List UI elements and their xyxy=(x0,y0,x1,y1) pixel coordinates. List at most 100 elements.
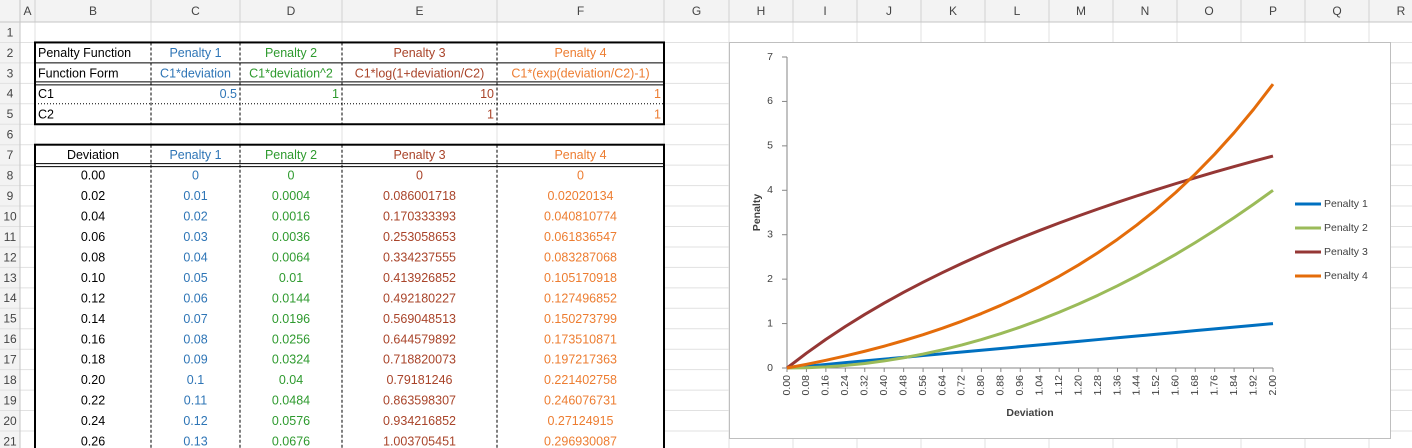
cell-text: 0.197217363 xyxy=(544,353,617,367)
row-header: 14 xyxy=(3,291,17,305)
column-header-bar xyxy=(0,0,1412,22)
y-tick-label: 3 xyxy=(767,228,773,240)
cell-text: Penalty 2 xyxy=(265,46,317,60)
series-line xyxy=(786,83,1275,370)
column-header: L xyxy=(1014,4,1021,18)
chart-area xyxy=(729,42,1391,439)
series-line xyxy=(786,322,1274,370)
cell-text: 0.0576 xyxy=(272,414,310,428)
row-header: 5 xyxy=(7,107,14,121)
legend-label: Penalty 1 xyxy=(1324,198,1368,210)
column-header: A xyxy=(23,4,31,18)
column-header: D xyxy=(287,4,296,18)
y-axis-title: Penalty xyxy=(751,194,763,232)
cell-text: 0.06 xyxy=(183,291,207,305)
row-header: 12 xyxy=(3,250,17,264)
x-tick-label: 1.44 xyxy=(1131,375,1143,396)
cell-text: 0.086001718 xyxy=(383,189,456,203)
column-header: E xyxy=(415,4,423,18)
x-tick-label: 0.96 xyxy=(1014,375,1026,396)
cell-text: 0.08 xyxy=(81,250,105,264)
cell-text: 0.569048513 xyxy=(383,312,456,326)
row-header: 19 xyxy=(3,393,17,407)
cell-text: 0 xyxy=(288,169,295,183)
cell-text: 0.221402758 xyxy=(544,373,617,387)
row-header: 15 xyxy=(3,312,17,326)
cell-text: 0.0004 xyxy=(272,189,310,203)
row-header: 4 xyxy=(7,87,14,101)
cell-text: 0.061836547 xyxy=(544,230,617,244)
cell-text: 0.02020134 xyxy=(547,189,613,203)
cell-text: 0.02 xyxy=(183,210,207,224)
cell-text: C1*deviation xyxy=(160,66,231,80)
x-tick-label: 0.88 xyxy=(995,375,1007,396)
cell-text: Function Form xyxy=(38,66,119,80)
x-tick-label: 1.60 xyxy=(1170,375,1182,396)
cell-text: 1 xyxy=(654,107,661,121)
cell-text: 0.03 xyxy=(183,230,207,244)
column-header: Q xyxy=(1332,4,1341,18)
cell-text: Penalty 4 xyxy=(554,46,606,60)
x-tick-label: 0.08 xyxy=(800,375,812,396)
cell-text: 0.01 xyxy=(183,189,207,203)
cell-text: 0.05 xyxy=(183,271,207,285)
cell-text: 0.12 xyxy=(183,414,207,428)
cell-text: 0 xyxy=(192,169,199,183)
x-tick-label: 0.00 xyxy=(781,375,793,396)
y-tick-label: 2 xyxy=(767,273,773,285)
row-header: 3 xyxy=(7,66,14,80)
cell-text: 0.0144 xyxy=(272,291,310,305)
column-header: M xyxy=(1076,4,1086,18)
row-header: 11 xyxy=(4,230,17,244)
x-tick-label: 0.16 xyxy=(820,375,832,396)
row-header: 1 xyxy=(7,25,14,39)
cell-text: 0.0064 xyxy=(272,250,310,264)
row-header: 10 xyxy=(3,209,17,223)
table-header: Penalty 2 xyxy=(265,148,317,162)
cell-text: 0.13 xyxy=(183,435,207,448)
x-tick-label: 0.56 xyxy=(917,375,929,396)
column-header: O xyxy=(1204,4,1213,18)
row-header: 18 xyxy=(3,373,17,387)
x-tick-label: 1.68 xyxy=(1189,375,1201,396)
table-background xyxy=(35,144,664,448)
x-tick-label: 0.80 xyxy=(975,375,987,396)
cell-text: Penalty 1 xyxy=(169,46,221,60)
cell-text: 0.644579892 xyxy=(383,332,456,346)
cell-text: 0.150273799 xyxy=(544,312,617,326)
cell-text: 0.20 xyxy=(81,373,105,387)
cell-text: 1 xyxy=(654,87,661,101)
cell-text: 0.934216852 xyxy=(383,414,456,428)
x-tick-label: 0.40 xyxy=(878,375,890,396)
cell-text: 0.07 xyxy=(183,312,207,326)
cell-text: 0.334237555 xyxy=(383,250,456,264)
column-header: I xyxy=(823,4,826,18)
cell-text: 0.0676 xyxy=(272,435,310,448)
x-tick-label: 0.24 xyxy=(839,375,851,396)
cell-text: 0.14 xyxy=(81,312,105,326)
column-header: K xyxy=(949,4,957,18)
x-axis-title: Deviation xyxy=(1006,407,1053,419)
cell-text: 0 xyxy=(416,169,423,183)
cell-text: 0.10 xyxy=(81,271,105,285)
x-tick-label: 0.48 xyxy=(897,375,909,396)
cell-text: 0.00 xyxy=(81,169,105,183)
column-header: J xyxy=(886,4,892,18)
cell-text: 10 xyxy=(480,87,494,101)
cell-text: C2 xyxy=(38,107,54,121)
cell-text: C1*(exp(deviation/C2)-1) xyxy=(511,66,649,80)
column-header: G xyxy=(692,4,701,18)
cell-text: 0.04 xyxy=(183,250,207,264)
cell-text: 0.11 xyxy=(184,394,207,408)
table-header: Deviation xyxy=(67,148,119,162)
column-header: B xyxy=(89,4,97,18)
cell-text: C1 xyxy=(38,87,54,101)
cell-text: 0.08 xyxy=(183,332,207,346)
cell-text: 0.492180227 xyxy=(383,291,456,305)
row-header: 6 xyxy=(7,128,14,142)
cell-text: 0.09 xyxy=(183,353,207,367)
column-header: R xyxy=(1397,4,1406,18)
cell-text: 0.253058653 xyxy=(383,230,456,244)
